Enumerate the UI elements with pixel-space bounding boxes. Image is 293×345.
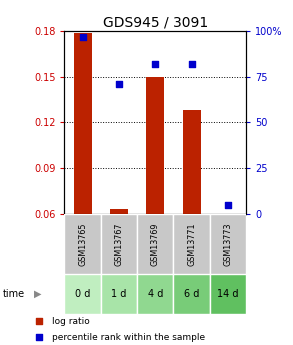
Title: GDS945 / 3091: GDS945 / 3091 — [103, 16, 208, 30]
Text: ▶: ▶ — [34, 289, 42, 299]
Text: 6 d: 6 d — [184, 289, 199, 299]
Bar — [173, 214, 210, 274]
Point — [226, 202, 230, 207]
Bar — [173, 274, 210, 314]
Point — [37, 335, 42, 340]
Bar — [183, 110, 201, 214]
Text: log ratio: log ratio — [52, 317, 90, 326]
Point — [189, 61, 194, 67]
Bar — [137, 274, 173, 314]
Point — [37, 318, 42, 324]
Text: percentile rank within the sample: percentile rank within the sample — [52, 333, 205, 342]
Bar — [74, 32, 92, 214]
Text: 4 d: 4 d — [148, 289, 163, 299]
Bar — [101, 214, 137, 274]
Point — [80, 34, 85, 39]
Text: GSM13765: GSM13765 — [78, 222, 87, 266]
Text: time: time — [3, 289, 25, 299]
Text: GSM13771: GSM13771 — [187, 222, 196, 266]
Text: 1 d: 1 d — [111, 289, 127, 299]
Bar — [64, 214, 101, 274]
Bar — [210, 274, 246, 314]
Bar — [101, 274, 137, 314]
Text: GSM13769: GSM13769 — [151, 222, 160, 266]
Bar — [210, 214, 246, 274]
Text: GSM13767: GSM13767 — [115, 222, 123, 266]
Text: 0 d: 0 d — [75, 289, 90, 299]
Text: GSM13773: GSM13773 — [224, 222, 232, 266]
Point — [153, 61, 158, 67]
Text: 14 d: 14 d — [217, 289, 239, 299]
Bar — [110, 209, 128, 214]
Point — [117, 81, 121, 87]
Bar — [146, 77, 164, 214]
Bar — [137, 214, 173, 274]
Bar — [64, 274, 101, 314]
